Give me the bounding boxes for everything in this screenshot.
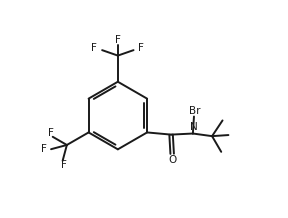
Text: F: F — [48, 128, 54, 138]
Text: F: F — [115, 35, 121, 45]
Text: F: F — [92, 43, 97, 53]
Text: N: N — [190, 122, 197, 131]
Text: Br: Br — [189, 106, 201, 116]
Text: F: F — [61, 160, 67, 170]
Text: F: F — [41, 144, 47, 154]
Text: F: F — [138, 43, 144, 53]
Text: O: O — [168, 155, 176, 165]
